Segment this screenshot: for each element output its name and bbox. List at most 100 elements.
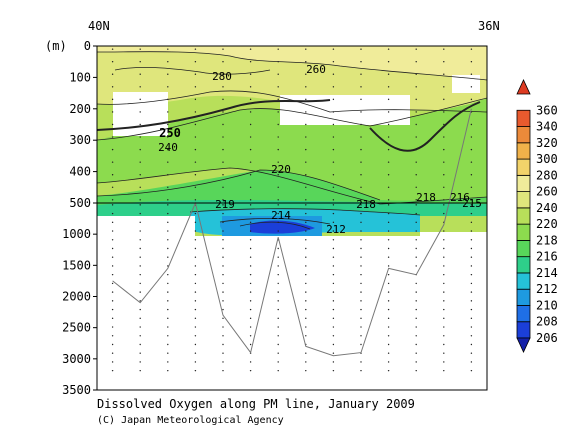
station-sample-dot [415, 174, 417, 176]
station-sample-dot [387, 199, 390, 201]
colorbar-segment [516, 142, 531, 160]
station-sample-dot [415, 308, 417, 311]
station-sample-dot [415, 204, 417, 206]
station-sample-dot [222, 282, 224, 285]
station-sample-dot [277, 123, 279, 126]
station-sample-dot [167, 300, 169, 302]
station-sample-dot [387, 111, 390, 113]
station-sample-dot [139, 73, 141, 75]
contour-line [97, 167, 487, 205]
station-sample-dot [360, 73, 362, 75]
station-sample-dot [277, 308, 279, 311]
colorbar-tick-label: 220 [536, 217, 558, 231]
station-sample-dot [111, 123, 114, 126]
station-sample-dot [305, 161, 307, 163]
station-sample-dot [332, 73, 335, 75]
station-sample-dot [332, 221, 335, 224]
y-tick-label: 200 [69, 102, 91, 116]
station-sample-dot [111, 73, 114, 75]
station-sample-dot [443, 352, 445, 354]
station-sample-dot [332, 212, 335, 215]
station-dots [111, 48, 473, 372]
station-sample-dot [305, 247, 307, 250]
station-sample-dot [360, 174, 362, 176]
station-sample-dot [194, 174, 197, 176]
station-sample-dot [249, 317, 252, 320]
colorbar-tick-label: 206 [536, 331, 558, 345]
station-sample-dot [332, 123, 335, 126]
station-sample-dot [194, 48, 197, 50]
station-sample-dot [332, 256, 335, 258]
station-sample-dot [139, 300, 141, 302]
station-sample-dot [415, 136, 417, 138]
station-sample-dot [332, 239, 335, 241]
station-sample-dot [332, 369, 335, 372]
plot-frame [96, 45, 488, 391]
contour-label: 250 [159, 126, 181, 140]
station-sample-dot [249, 369, 252, 372]
station-sample-dot [305, 265, 307, 267]
station-sample-dot [305, 369, 307, 372]
station-sample-dot [360, 148, 362, 151]
station-sample-dot [194, 265, 197, 267]
station-sample-dot [305, 221, 307, 224]
station-sample-dot [277, 230, 279, 232]
station-sample-dot [332, 48, 335, 50]
station-sample-dot [139, 148, 141, 151]
colorbar-tick-label: 320 [536, 136, 558, 150]
station-sample-dot [443, 98, 445, 101]
station-sample-dot [222, 48, 224, 50]
station-sample-dot [111, 317, 114, 320]
station-sample-dot [194, 300, 197, 302]
station-sample-dot [249, 326, 252, 328]
station-sample-dot [360, 221, 362, 224]
chart-title: Dissolved Oxygen along PM line, January … [97, 397, 415, 411]
station-sample-dot [277, 326, 279, 328]
station-sample-dot [387, 221, 390, 224]
contour-line [369, 101, 481, 152]
station-sample-dot [332, 335, 335, 337]
station-sample-dot [332, 230, 335, 232]
y-tick-label: 300 [69, 133, 91, 147]
station-sample-dot [111, 186, 114, 188]
colorbar-tick-label: 240 [536, 201, 558, 215]
station-sample-dot [139, 265, 141, 267]
colorbar-segment [516, 272, 531, 290]
station-sample-dot [415, 212, 417, 215]
station-sample-dot [139, 212, 141, 215]
station-sample-dot [332, 204, 335, 206]
station-sample-dot [470, 308, 473, 311]
station-sample-dot [194, 111, 197, 113]
station-sample-dot [332, 98, 335, 101]
station-sample-dot [415, 369, 417, 372]
station-sample-dot [387, 98, 390, 101]
station-sample-dot [139, 256, 141, 258]
station-sample-dot [277, 343, 279, 346]
station-sample-dot [222, 291, 224, 293]
station-sample-dot [470, 361, 473, 363]
mask-below-right [420, 232, 487, 390]
station-sample-dot [167, 291, 169, 293]
station-sample-dot [277, 136, 279, 138]
station-sample-dot [305, 98, 307, 101]
station-sample-dot [277, 73, 279, 75]
station-sample-dot [277, 335, 279, 337]
contour-lines [97, 51, 487, 230]
station-sample-dot [360, 291, 362, 293]
mask-below-left [97, 216, 195, 390]
station-sample-dot [277, 204, 279, 206]
y-tick-label: 2000 [62, 290, 91, 304]
station-sample-dot [415, 352, 417, 354]
station-sample-dot [387, 361, 390, 363]
station-sample-dot [387, 73, 390, 75]
station-sample-dot [360, 61, 362, 63]
station-sample-dot [139, 221, 141, 224]
station-sample-dot [415, 111, 417, 113]
station-sample-dot [443, 326, 445, 328]
station-sample-dot [360, 111, 362, 113]
station-sample-dot [249, 48, 252, 50]
station-sample-dot [139, 247, 141, 250]
station-sample-dot [387, 308, 390, 311]
station-sample-dot [111, 111, 114, 113]
station-sample-dot [222, 86, 224, 88]
